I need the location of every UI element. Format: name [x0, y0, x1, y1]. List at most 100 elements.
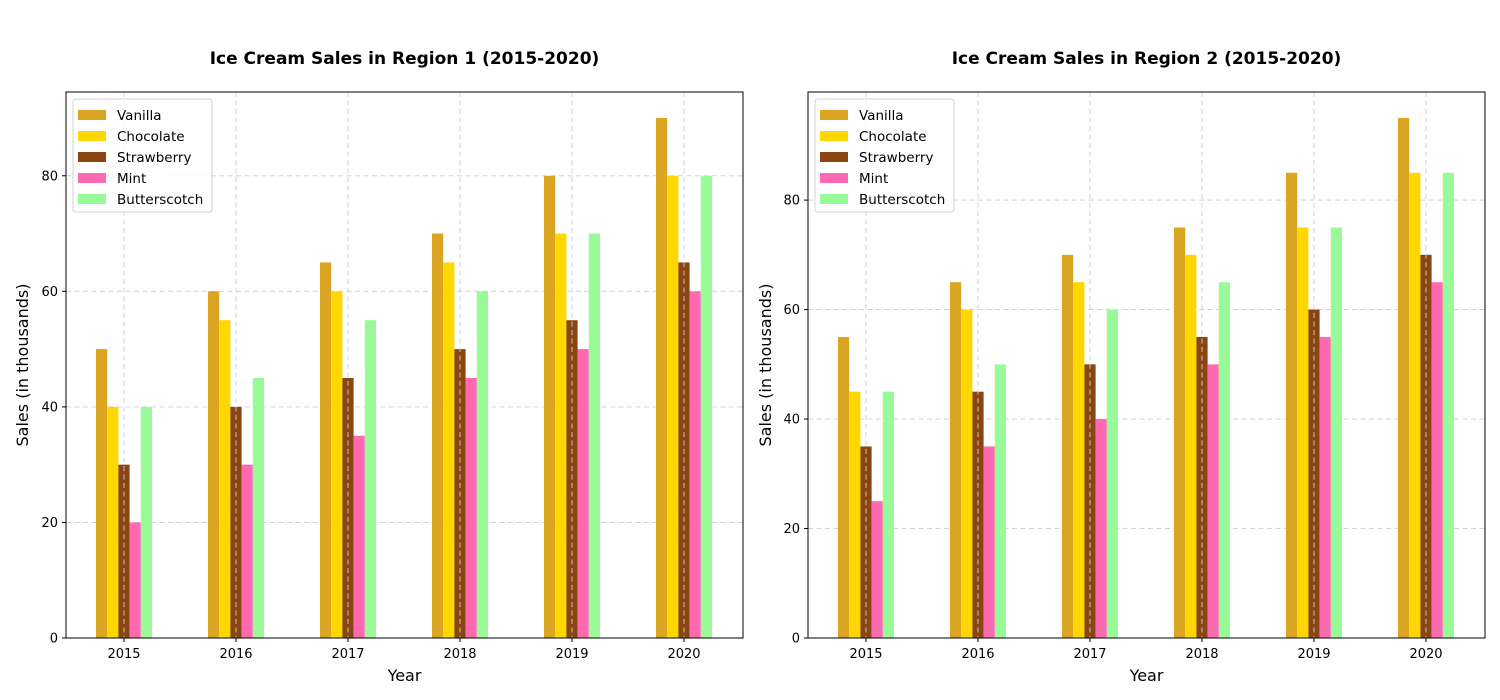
y-tick-label: 60: [41, 285, 58, 300]
bar-butterscotch-2019: [588, 233, 600, 639]
series-butterscotch: [140, 175, 712, 639]
bar-butterscotch-2018: [1218, 282, 1230, 638]
x-tick-label: 2017: [1073, 647, 1106, 662]
bar-butterscotch-2016: [252, 378, 264, 638]
y-tick-label: 0: [792, 632, 800, 647]
bar-chocolate-2019: [555, 233, 567, 639]
bar-butterscotch-2017: [1106, 309, 1118, 638]
bar-mint-2019: [577, 349, 589, 638]
bar-butterscotch-2015: [140, 406, 152, 638]
bar-mint-2015: [871, 501, 883, 638]
y-tick-label: 20: [41, 516, 58, 531]
series-vanilla: [96, 118, 668, 639]
bar-chocolate-2016: [961, 309, 973, 638]
bar-chocolate-2015: [107, 406, 119, 638]
legend-label-butterscotch: Butterscotch: [859, 192, 945, 208]
bar-vanilla-2019: [1286, 172, 1298, 638]
bar-vanilla-2020: [656, 118, 668, 638]
y-tick-label: 80: [41, 169, 58, 184]
bar-mint-2018: [1207, 364, 1219, 638]
series-mint: [129, 291, 701, 638]
x-tick-label: 2019: [1297, 647, 1330, 662]
bar-chocolate-2019: [1297, 227, 1309, 638]
bar-strawberry-2016: [230, 406, 242, 638]
bar-mint-2018: [465, 378, 477, 638]
x-tick-label: 2018: [1185, 647, 1218, 662]
legend-swatch-vanilla: [78, 110, 106, 120]
bar-strawberry-2019: [1308, 309, 1320, 638]
legend-label-strawberry: Strawberry: [117, 150, 191, 166]
bar-mint-2020: [1431, 282, 1443, 638]
legend-label-chocolate: Chocolate: [859, 129, 927, 145]
legend-swatch-mint: [78, 173, 106, 183]
bar-chocolate-2020: [1409, 172, 1421, 638]
bar-mint-2016: [241, 464, 253, 638]
chart-panel-region-1: 2015 2016 2017 2018 2019 2020 0 20 40 60 80 Ice Cre…: [13, 49, 744, 685]
legend-label-vanilla: Vanilla: [117, 108, 162, 124]
legend-label-mint: Mint: [117, 171, 146, 187]
y-axis-label: Sales (in thousands): [13, 284, 32, 447]
x-tick-label: 2017: [331, 647, 364, 662]
bar-mint-2016: [983, 446, 995, 638]
bar-butterscotch-2020: [1442, 172, 1454, 638]
legend-swatch-butterscotch: [78, 194, 106, 204]
bar-vanilla-2015: [838, 336, 850, 638]
bar-mint-2020: [689, 291, 701, 638]
bar-vanilla-2017: [1062, 254, 1074, 638]
bar-chocolate-2015: [849, 391, 861, 638]
legend-box: [814, 98, 955, 213]
legend-label-butterscotch: Butterscotch: [117, 192, 203, 208]
bar-chocolate-2018: [1185, 254, 1197, 638]
x-tick-label: 2016: [219, 647, 252, 662]
series-vanilla: [838, 118, 1410, 638]
bar-strawberry-2016: [972, 391, 984, 638]
x-tick-label: 2015: [849, 647, 882, 662]
bar-butterscotch-2017: [364, 320, 376, 638]
legend-swatch-mint: [820, 173, 848, 183]
bar-vanilla-2017: [320, 262, 332, 638]
y-tick-label: 0: [50, 632, 58, 647]
chart-panel-region-2: 2015 2016 2017 2018 2019 2020 0 20 40 60 80 Ice Cre…: [756, 49, 1486, 685]
legend-swatch-butterscotch: [820, 194, 848, 204]
series-chocolate: [107, 175, 679, 639]
x-axis-label: Year: [387, 666, 422, 685]
plot-frame: [65, 91, 744, 639]
legend: Vanilla Chocolate Strawberry Mint Butterscot…: [72, 98, 213, 213]
bar-mint-2017: [1095, 419, 1107, 638]
bar-strawberry-2017: [342, 378, 354, 638]
bar-mint-2017: [353, 435, 365, 638]
bar-chocolate-2017: [1073, 282, 1085, 638]
legend: Vanilla Chocolate Strawberry Mint Butterscot…: [814, 98, 955, 213]
legend-label-chocolate: Chocolate: [117, 129, 185, 145]
series-butterscotch: [882, 172, 1454, 638]
bar-vanilla-2018: [1174, 227, 1186, 638]
series-strawberry: [118, 262, 690, 638]
y-axis-label: Sales (in thousands): [756, 284, 775, 447]
bar-strawberry-2020: [1420, 254, 1432, 638]
series-chocolate: [849, 172, 1421, 638]
y-tick-label: 40: [41, 400, 58, 415]
series-mint: [871, 282, 1443, 638]
legend-swatch-vanilla: [820, 110, 848, 120]
bar-vanilla-2016: [950, 282, 962, 638]
bar-mint-2015: [129, 522, 141, 638]
bar-vanilla-2020: [1398, 118, 1410, 638]
x-tick-label: 2016: [961, 647, 994, 662]
x-tick-label: 2020: [667, 647, 700, 662]
y-tick-label: 60: [783, 303, 800, 318]
bar-butterscotch-2019: [1330, 227, 1342, 638]
bar-chocolate-2018: [443, 262, 455, 638]
chart-title: Ice Cream Sales in Region 2 (2015-2020): [952, 49, 1342, 69]
legend-swatch-strawberry: [78, 152, 106, 162]
bar-strawberry-2015: [860, 446, 872, 638]
legend-swatch-chocolate: [78, 131, 106, 141]
x-tick-label: 2019: [555, 647, 588, 662]
bar-mint-2019: [1319, 336, 1331, 638]
legend-label-mint: Mint: [859, 171, 888, 187]
bar-vanilla-2015: [96, 349, 108, 638]
bar-vanilla-2016: [208, 291, 220, 638]
bar-chocolate-2016: [219, 320, 231, 638]
x-tick-label: 2018: [443, 647, 476, 662]
